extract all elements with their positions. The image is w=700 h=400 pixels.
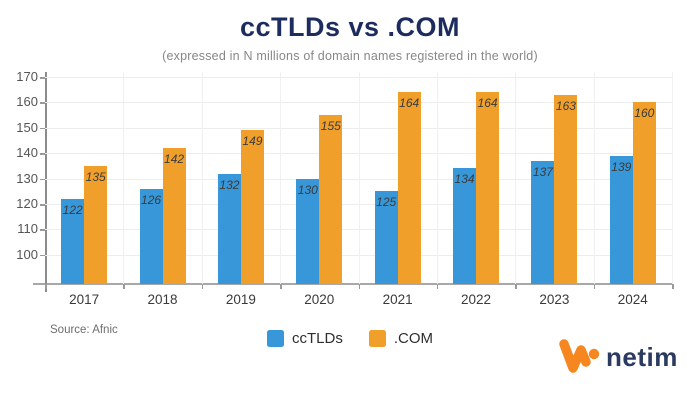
- x-axis-tick-label: 2023: [539, 292, 570, 307]
- gridline-vertical: [123, 72, 125, 284]
- y-axis-tick-label: 120: [16, 196, 38, 212]
- bar-value-label: 155: [320, 119, 341, 134]
- com-bar: [162, 148, 186, 284]
- x-axis-tick: [593, 284, 596, 289]
- x-axis-tick-label: 2019: [225, 292, 256, 307]
- bar-value-label: 132: [219, 177, 240, 192]
- com-bar: [240, 130, 264, 284]
- bar-value-label: 135: [85, 169, 106, 184]
- gridline-vertical: [672, 72, 673, 284]
- bar-value-label: 164: [399, 96, 420, 111]
- com-bar: [84, 165, 108, 284]
- y-axis-tick: [40, 102, 45, 104]
- bar-value-label: 125: [376, 195, 397, 210]
- y-axis-tick: [40, 153, 45, 155]
- y-axis-tick: [40, 254, 45, 257]
- gridline-vertical: [515, 72, 517, 284]
- bar-value-label: 160: [634, 106, 655, 121]
- cctlds-bar: [609, 155, 633, 284]
- x-axis-tick: [436, 284, 439, 289]
- gridline-vertical: [358, 72, 360, 284]
- y-axis-tick-label: 150: [16, 119, 38, 135]
- bar-value-label: 163: [555, 98, 576, 113]
- gridline-vertical: [436, 72, 438, 284]
- y-axis-tick: [40, 77, 45, 79]
- cctlds-bar: [139, 188, 163, 284]
- chart-title: ccTLDs vs .COM: [239, 12, 461, 42]
- x-axis-tick: [45, 284, 47, 289]
- bar-value-label: 139: [611, 159, 632, 174]
- x-axis-tick-label: 2018: [147, 292, 178, 307]
- x-axis-tick-label: 2020: [304, 292, 335, 307]
- cctlds-bar: [217, 173, 241, 284]
- netim-logo-text: netim: [606, 342, 678, 372]
- x-axis-tick: [515, 284, 517, 289]
- source-note: Source: Afnic: [50, 324, 118, 336]
- x-axis-tick: [672, 284, 674, 289]
- y-axis-tick-label: 130: [16, 170, 38, 186]
- bar-value-label: 126: [141, 192, 162, 207]
- com-bar: [632, 102, 656, 284]
- y-axis-tick: [40, 204, 45, 206]
- y-axis-tick-label: 160: [16, 94, 38, 110]
- y-axis-tick: [40, 127, 45, 130]
- cctlds-bar: [374, 191, 398, 284]
- gridline-vertical: [593, 72, 595, 284]
- com-bar: [319, 115, 343, 284]
- com-bar: [476, 92, 500, 284]
- x-axis-tick-label: 2021: [382, 292, 413, 307]
- x-axis-line: [33, 283, 672, 285]
- bar-value-label: 149: [242, 134, 263, 149]
- x-axis-tick: [123, 284, 125, 289]
- cctlds-bar: [61, 198, 85, 284]
- netim-swoosh-icon: [559, 339, 600, 373]
- y-axis-tick-label: 100: [16, 246, 38, 262]
- netim-logo: netim: [556, 333, 690, 386]
- com-bar: [397, 92, 421, 284]
- bar-value-label: 134: [454, 172, 475, 187]
- gridline-vertical: [280, 72, 282, 284]
- x-axis-tick: [358, 284, 360, 289]
- cctlds-bar: [296, 178, 320, 284]
- x-axis-tick-label: 2017: [69, 292, 100, 307]
- y-axis-tick-label: 170: [16, 69, 38, 85]
- x-axis-tick: [201, 284, 204, 289]
- cctlds-bar: [531, 160, 555, 284]
- x-axis-tick: [280, 284, 282, 289]
- y-axis-tick-label: 140: [16, 145, 38, 161]
- gridline-vertical: [201, 72, 203, 284]
- y-axis-tick-label: 110: [17, 221, 38, 237]
- bar-value-label: 137: [532, 164, 553, 179]
- cctlds-bar: [453, 168, 477, 284]
- com-bar: [554, 94, 578, 284]
- y-axis-line: [45, 72, 47, 292]
- bar-value-label: 164: [477, 96, 498, 111]
- y-axis-tick: [40, 229, 45, 231]
- bar-value-label: 122: [62, 202, 83, 217]
- x-axis-tick-label: 2022: [461, 292, 492, 307]
- chart-subtitle: (expressed in N millions of domain names…: [162, 49, 538, 63]
- netim-logo-graphic: netim: [559, 339, 678, 373]
- bar-value-label: 130: [297, 182, 318, 197]
- bar-value-label: 142: [164, 152, 185, 167]
- x-axis-tick-label: 2024: [617, 292, 648, 307]
- y-axis-tick: [40, 178, 45, 181]
